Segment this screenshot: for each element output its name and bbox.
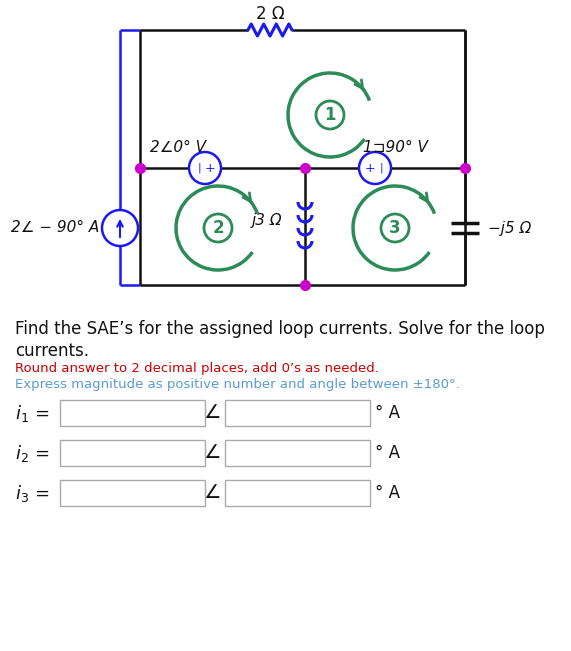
Text: ° A: ° A bbox=[375, 404, 400, 422]
Text: +: + bbox=[204, 161, 215, 174]
Text: j3 Ω: j3 Ω bbox=[251, 212, 282, 227]
FancyBboxPatch shape bbox=[60, 440, 205, 466]
FancyBboxPatch shape bbox=[225, 440, 370, 466]
Circle shape bbox=[359, 152, 391, 184]
Circle shape bbox=[204, 214, 232, 242]
FancyBboxPatch shape bbox=[225, 480, 370, 506]
Text: Express magnitude as positive number and angle between ±180°.: Express magnitude as positive number and… bbox=[15, 378, 460, 391]
Text: ∠: ∠ bbox=[203, 404, 221, 422]
Text: ∠: ∠ bbox=[203, 443, 221, 462]
Text: |: | bbox=[197, 163, 201, 173]
Text: +: + bbox=[365, 161, 375, 174]
Text: 1⊐90° V: 1⊐90° V bbox=[363, 141, 428, 156]
Text: 2∠0° V: 2∠0° V bbox=[150, 141, 206, 156]
Text: Round answer to 2 decimal places, add 0’s as needed.: Round answer to 2 decimal places, add 0’… bbox=[15, 362, 379, 375]
Circle shape bbox=[189, 152, 221, 184]
FancyBboxPatch shape bbox=[60, 400, 205, 426]
Text: currents.: currents. bbox=[15, 342, 89, 360]
Text: 2: 2 bbox=[212, 219, 224, 237]
FancyBboxPatch shape bbox=[225, 400, 370, 426]
Text: 1: 1 bbox=[324, 106, 336, 124]
Text: 3: 3 bbox=[389, 219, 401, 237]
FancyBboxPatch shape bbox=[60, 480, 205, 506]
Text: $i_3$ =: $i_3$ = bbox=[15, 482, 50, 503]
Text: ° A: ° A bbox=[375, 444, 400, 462]
Text: $i_2$ =: $i_2$ = bbox=[15, 443, 50, 464]
Text: 2 Ω: 2 Ω bbox=[256, 5, 284, 23]
Text: 2∠ − 90° A: 2∠ − 90° A bbox=[11, 221, 99, 236]
Text: ∠: ∠ bbox=[203, 484, 221, 503]
Text: −j5 Ω: −j5 Ω bbox=[488, 221, 532, 236]
Text: $i_1$ =: $i_1$ = bbox=[15, 402, 50, 424]
Circle shape bbox=[316, 101, 344, 129]
Text: ° A: ° A bbox=[375, 484, 400, 502]
Text: Find the SAE’s for the assigned loop currents. Solve for the loop: Find the SAE’s for the assigned loop cur… bbox=[15, 320, 545, 338]
Circle shape bbox=[102, 210, 138, 246]
Circle shape bbox=[381, 214, 409, 242]
Text: |: | bbox=[379, 163, 383, 173]
